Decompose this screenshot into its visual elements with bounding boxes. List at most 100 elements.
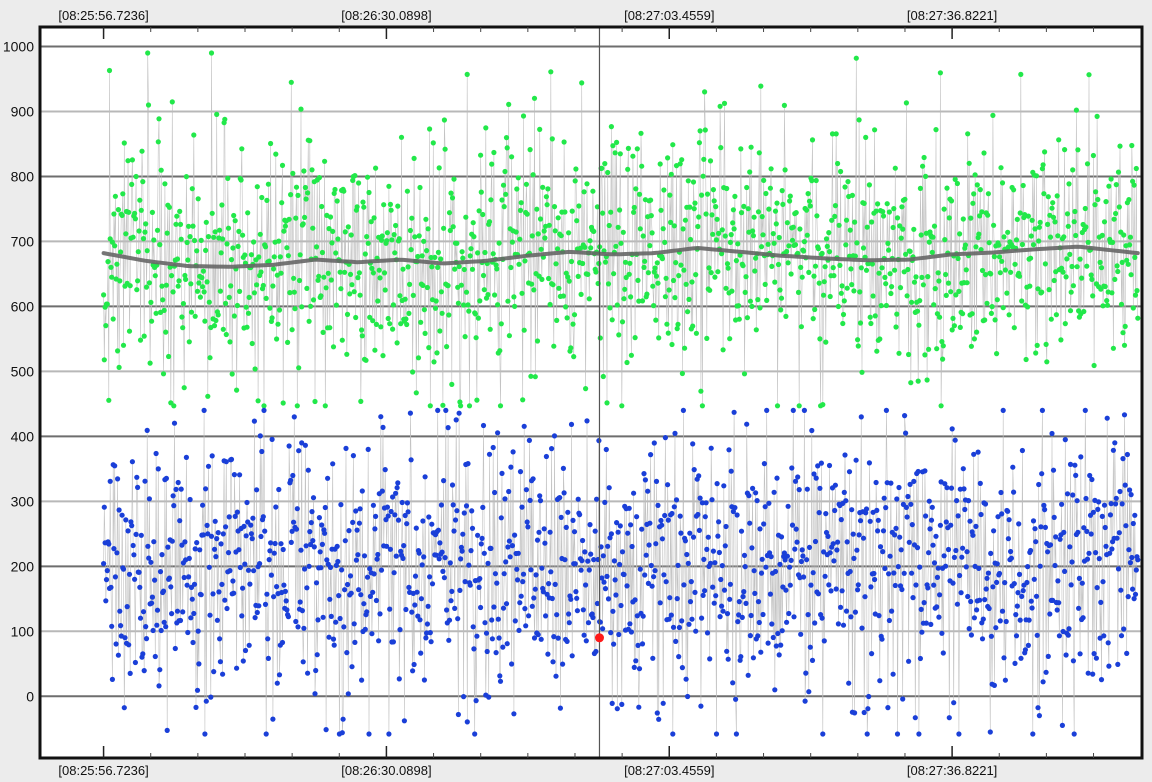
series-2-point: [926, 550, 932, 556]
series-1-point: [437, 328, 443, 334]
series-2-point: [150, 627, 156, 634]
series-1-point: [364, 234, 370, 240]
series-1-point: [563, 304, 569, 310]
series-1-point: [964, 280, 970, 286]
series-2-point: [651, 440, 657, 446]
series-1-point: [1112, 276, 1118, 282]
series-1-point: [960, 216, 966, 222]
series-2-point: [537, 493, 543, 499]
series-1-point: [434, 350, 440, 356]
series-1-point: [325, 270, 331, 276]
series-2-point: [663, 579, 669, 585]
series-1-point: [614, 302, 620, 308]
series-2-point: [1000, 407, 1006, 413]
series-2-point: [794, 539, 800, 545]
series-2-point: [151, 539, 157, 545]
series-2-point: [877, 678, 883, 684]
series-1-point: [662, 239, 668, 245]
series-2-point: [937, 592, 943, 598]
series-2-point: [444, 607, 450, 613]
series-1-point: [972, 172, 978, 178]
series-2-point: [564, 638, 570, 645]
series-1-point: [129, 157, 135, 163]
series-1-point: [907, 248, 913, 254]
series-1-point: [126, 328, 133, 334]
series-2-point: [403, 606, 409, 613]
series-1-point: [892, 165, 898, 171]
series-1-point: [868, 320, 874, 327]
series-2-point: [333, 619, 339, 625]
data-points: [101, 50, 1141, 737]
series-1-point: [656, 335, 662, 341]
series-1-point: [203, 219, 209, 225]
series-2-point: [911, 478, 917, 484]
series-1-point: [424, 248, 430, 254]
series-2-point: [783, 587, 789, 593]
series-2-point: [369, 631, 375, 637]
series-2-point: [788, 557, 794, 564]
series-2-point: [795, 474, 801, 480]
series-1-point: [369, 265, 375, 271]
series-2-point: [270, 716, 276, 722]
series-1-point: [449, 195, 456, 201]
series-2-point: [247, 581, 253, 587]
series-1-point: [424, 284, 430, 291]
series-2-point: [998, 489, 1004, 496]
series-2-point: [838, 517, 844, 523]
series-2-point: [384, 504, 390, 510]
series-1-point: [470, 220, 476, 226]
series-1-point: [998, 165, 1004, 171]
series-1-point: [215, 312, 221, 318]
series-2-point: [833, 586, 839, 592]
series-1-point: [1035, 286, 1041, 292]
series-1-point: [1037, 219, 1043, 225]
series-1-point: [863, 267, 870, 273]
series-1-point: [790, 224, 796, 230]
series-1-point: [926, 239, 932, 245]
series-2-point: [996, 570, 1003, 577]
series-1-point: [427, 403, 433, 409]
series-2-point: [326, 634, 332, 640]
series-2-point: [306, 563, 312, 569]
series-1-point: [111, 211, 117, 217]
series-1-point: [678, 262, 684, 268]
series-2-point: [633, 658, 639, 664]
series-2-point: [325, 475, 331, 481]
series-2-point: [736, 612, 742, 618]
series-2-point: [977, 480, 983, 486]
series-2-point: [449, 588, 455, 595]
series-2-point: [1066, 626, 1072, 632]
series-2-point: [1075, 529, 1081, 535]
series-2-point: [573, 589, 579, 595]
cursor[interactable]: [594, 27, 604, 758]
series-1-point: [1084, 161, 1091, 167]
series-1-point: [405, 264, 411, 270]
series-2-point: [890, 671, 896, 677]
series-2-point: [198, 592, 204, 598]
series-1-point: [1131, 182, 1137, 188]
series-2-point: [745, 672, 751, 678]
series-1-point: [386, 183, 392, 189]
series-2-point: [189, 596, 195, 602]
series-1-point: [277, 254, 283, 260]
series-2-point: [705, 534, 711, 540]
series-1-point: [870, 293, 876, 299]
series-2-point: [551, 433, 558, 439]
series-2-point: [582, 549, 588, 555]
series-2-point: [331, 642, 337, 648]
series-2-point: [965, 498, 972, 504]
series-1-point: [727, 336, 733, 342]
series-1-point: [880, 209, 886, 215]
series-1-point: [999, 180, 1006, 186]
series-2-point: [497, 673, 503, 679]
series-2-point: [710, 548, 717, 554]
series-2-point: [562, 557, 568, 563]
y-tick-label: 200: [11, 558, 35, 574]
series-1-point: [1046, 287, 1052, 293]
series-1-point: [977, 187, 983, 193]
series-2-point: [294, 506, 300, 512]
series-1-point: [1075, 147, 1081, 153]
series-1-point: [1069, 263, 1075, 270]
series-1-point: [887, 271, 893, 277]
series-1-point: [478, 152, 484, 158]
